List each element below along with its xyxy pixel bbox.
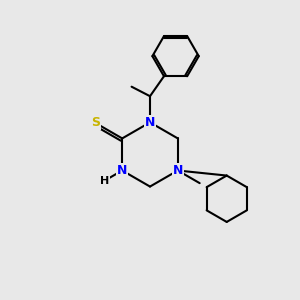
Text: N: N [117,164,128,177]
Text: N: N [172,164,183,177]
Text: S: S [91,116,100,129]
Text: N: N [145,116,155,129]
Text: H: H [100,176,109,186]
